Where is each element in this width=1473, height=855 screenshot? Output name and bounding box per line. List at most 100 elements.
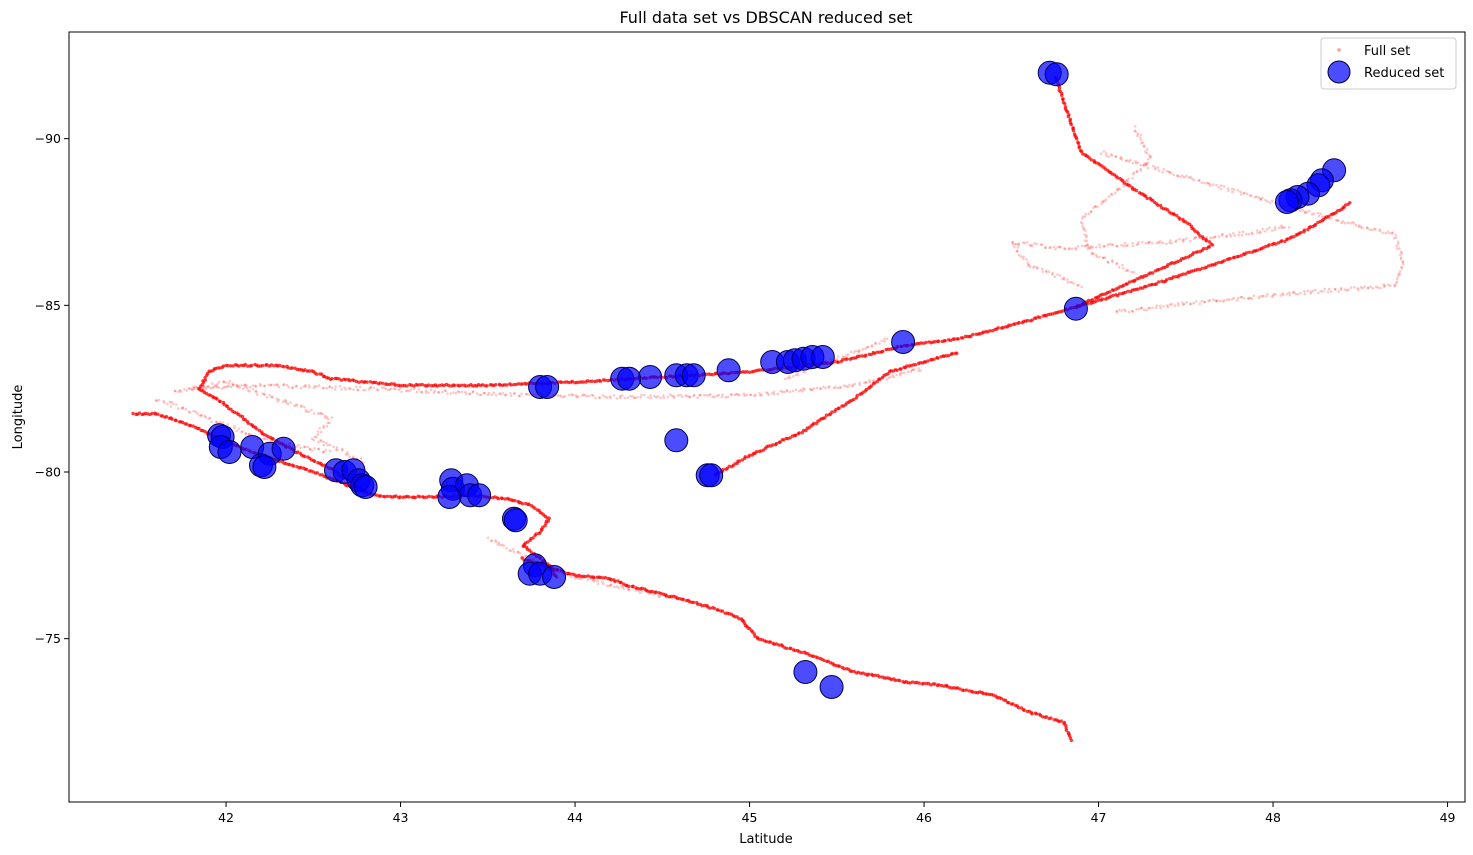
full-set-point bbox=[864, 347, 867, 350]
full-set-point bbox=[1145, 308, 1148, 312]
full-set-point bbox=[308, 447, 312, 451]
full-set-point bbox=[1131, 172, 1135, 176]
full-set-point bbox=[1374, 227, 1377, 231]
full-set-point bbox=[480, 393, 483, 397]
full-set-point bbox=[222, 385, 226, 389]
full-set-point bbox=[1131, 242, 1134, 245]
full-set-track bbox=[1074, 201, 1352, 309]
full-set-point bbox=[1185, 301, 1188, 304]
full-set-point bbox=[1136, 242, 1140, 246]
full-set-point bbox=[812, 421, 816, 426]
full-set-point bbox=[1270, 295, 1274, 299]
full-set-point bbox=[1228, 233, 1232, 236]
full-set-point bbox=[1131, 244, 1135, 248]
full-set-point bbox=[787, 375, 791, 378]
full-set-point bbox=[338, 384, 342, 388]
full-set-point bbox=[919, 369, 922, 372]
full-set-point bbox=[281, 400, 285, 404]
full-set-point bbox=[827, 386, 831, 389]
full-set-point bbox=[341, 448, 344, 452]
reduced-set-point bbox=[793, 660, 818, 684]
full-set-track bbox=[713, 351, 959, 477]
full-set-point bbox=[1126, 180, 1130, 183]
reduced-set-point bbox=[664, 428, 689, 453]
full-set-point bbox=[1396, 274, 1400, 278]
x-axis-label: Latitude bbox=[739, 832, 793, 847]
full-set-point bbox=[1053, 275, 1057, 279]
full-set-point bbox=[889, 375, 892, 379]
full-set-point bbox=[1288, 291, 1291, 294]
full-set-point bbox=[711, 395, 715, 399]
full-set-point bbox=[192, 387, 196, 390]
full-set-point bbox=[222, 421, 225, 424]
full-set-point bbox=[1207, 240, 1212, 244]
full-set-point bbox=[1129, 158, 1132, 162]
full-set-point bbox=[340, 447, 344, 451]
full-set-point bbox=[699, 393, 702, 397]
full-set-point bbox=[486, 393, 490, 397]
full-set-point bbox=[858, 349, 861, 352]
full-set-point bbox=[312, 459, 317, 463]
full-set-point bbox=[586, 574, 590, 578]
full-set-point bbox=[1102, 199, 1106, 202]
full-set-point bbox=[1029, 265, 1032, 269]
full-set-point bbox=[772, 390, 776, 394]
full-set-track bbox=[131, 411, 559, 579]
full-set-point bbox=[374, 380, 378, 385]
full-set-point bbox=[385, 382, 389, 387]
full-set-point bbox=[609, 584, 612, 587]
full-set-point bbox=[679, 393, 682, 397]
full-set-point bbox=[738, 393, 741, 397]
full-set-point bbox=[1371, 287, 1375, 290]
full-set-point bbox=[653, 394, 656, 398]
full-set-point bbox=[753, 394, 756, 398]
full-set-point bbox=[318, 427, 322, 430]
full-set-point bbox=[1102, 150, 1106, 153]
full-set-point bbox=[505, 547, 508, 550]
full-set-point bbox=[1211, 236, 1214, 239]
full-set-point bbox=[794, 388, 798, 392]
full-set-point bbox=[269, 363, 274, 367]
full-set-point bbox=[691, 600, 696, 605]
full-set-point bbox=[1111, 259, 1114, 262]
full-set-point bbox=[1327, 215, 1331, 219]
full-set-point bbox=[367, 387, 371, 391]
full-set-point bbox=[759, 394, 762, 397]
full-set-point bbox=[328, 421, 331, 425]
full-set-point bbox=[608, 584, 611, 588]
full-set-point bbox=[1292, 291, 1295, 295]
full-set-point bbox=[581, 576, 585, 580]
full-set-point bbox=[163, 401, 166, 404]
full-set-point bbox=[215, 384, 218, 388]
full-set-point bbox=[1361, 227, 1364, 230]
full-set-point bbox=[215, 385, 219, 389]
full-set-point bbox=[449, 392, 453, 395]
full-set-point bbox=[1082, 228, 1085, 231]
chart-title: Full data set vs DBSCAN reduced set bbox=[619, 8, 912, 27]
full-set-point bbox=[524, 554, 527, 557]
full-set-point bbox=[598, 396, 602, 400]
full-set-point bbox=[251, 388, 255, 391]
full-set-point bbox=[498, 392, 501, 396]
full-set-point bbox=[631, 395, 634, 398]
full-set-point bbox=[656, 395, 660, 398]
full-set-point bbox=[198, 385, 202, 389]
full-set-point bbox=[703, 393, 706, 397]
full-set-point bbox=[692, 394, 695, 398]
full-set-point bbox=[680, 395, 684, 398]
full-set-point bbox=[1165, 278, 1169, 282]
full-set-point bbox=[1070, 281, 1074, 284]
full-set-point bbox=[244, 432, 248, 435]
full-set-point bbox=[1367, 286, 1370, 289]
full-set-point bbox=[658, 595, 661, 598]
full-set-point bbox=[312, 412, 316, 415]
full-set-point bbox=[1252, 294, 1256, 298]
full-set-point bbox=[195, 386, 199, 389]
full-set-point bbox=[1233, 234, 1236, 237]
full-set-point bbox=[619, 396, 622, 400]
full-set-point bbox=[1127, 160, 1131, 163]
full-set-point bbox=[420, 382, 424, 387]
reduced-set-point bbox=[271, 436, 296, 461]
full-set-point bbox=[269, 438, 273, 442]
full-set-point bbox=[398, 387, 402, 390]
